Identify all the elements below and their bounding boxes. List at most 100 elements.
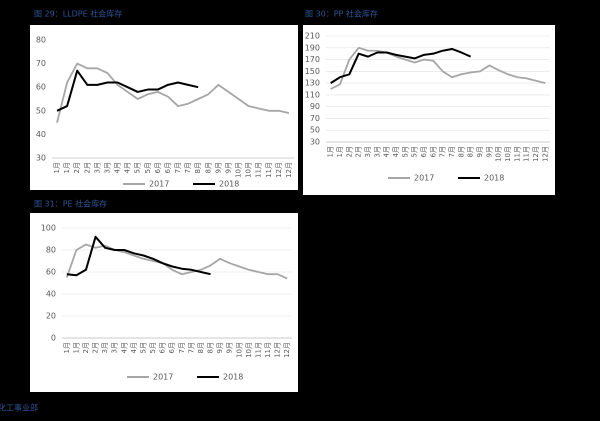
y-tick-label: 190: [305, 43, 320, 52]
x-tick-label: 9月: [214, 162, 222, 173]
y-tick-label: 60: [46, 268, 56, 277]
legend-label: 2018: [223, 373, 243, 382]
chart-title: 图 31：PE 社会库存: [34, 199, 107, 209]
x-tick-label: 1月: [63, 162, 71, 173]
x-tick-label: 1月: [53, 162, 61, 173]
x-tick-label: 10月: [245, 342, 253, 358]
x-tick-label: 1月: [63, 342, 71, 353]
x-tick-label: 9月: [224, 162, 232, 173]
footer: 数据来源：银河期货能源化工事业部: [0, 403, 38, 413]
x-tick-label: 7月: [187, 342, 195, 353]
x-tick-label: 9月: [476, 146, 484, 157]
x-tick-label: 12月: [274, 342, 282, 358]
x-tick-label: 6月: [154, 162, 162, 173]
chart-title: 图 30：PP 社会库存: [305, 9, 378, 19]
x-tick-label: 3月: [364, 146, 372, 157]
y-tick-label: 40: [36, 130, 46, 139]
x-tick-label: 9月: [485, 146, 493, 157]
series-line: [66, 235, 211, 277]
series-line: [56, 69, 199, 112]
x-tick-label: 2月: [83, 162, 91, 173]
y-tick-label: 40: [46, 290, 56, 299]
x-tick-label: 9月: [226, 342, 234, 353]
y-tick-label: 0: [51, 334, 56, 343]
x-tick-label: 12月: [275, 162, 283, 178]
y-tick-label: 170: [305, 55, 320, 64]
x-tick-label: 12月: [532, 146, 540, 162]
x-tick-label: 4月: [120, 342, 128, 353]
x-tick-label: 2月: [92, 342, 100, 353]
legend-label: 2017: [153, 373, 173, 382]
y-tick-label: 20: [46, 312, 56, 321]
y-tick-label: 70: [310, 114, 320, 123]
x-tick-label: 3月: [103, 162, 111, 173]
x-tick-label: 7月: [439, 146, 447, 157]
x-tick-label: 7月: [448, 146, 456, 157]
x-tick-label: 6月: [168, 342, 176, 353]
x-tick-label: 3月: [111, 342, 119, 353]
y-tick-label: 80: [36, 36, 46, 45]
x-tick-label: 2月: [73, 162, 81, 173]
x-tick-label: 11月: [264, 342, 272, 358]
y-tick-label: 60: [36, 83, 46, 92]
x-tick-label: 3月: [101, 342, 109, 353]
x-tick-label: 5月: [139, 342, 147, 353]
y-tick-label: 50: [36, 106, 46, 115]
x-tick-label: 4月: [124, 162, 132, 173]
x-tick-label: 8月: [457, 146, 465, 157]
y-tick-label: 80: [46, 246, 56, 255]
x-tick-label: 10月: [245, 162, 253, 178]
legend-label: 2018: [219, 180, 239, 189]
x-tick-label: 8月: [467, 146, 475, 157]
y-tick-label: 30: [36, 154, 46, 163]
x-tick-label: 1月: [336, 146, 344, 157]
x-tick-label: 12月: [285, 162, 293, 178]
x-tick-label: 6月: [164, 162, 172, 173]
x-tick-label: 12月: [283, 342, 291, 358]
legend-label: 2017: [149, 180, 169, 189]
y-tick-label: 70: [36, 59, 46, 68]
x-tick-label: 1月: [327, 146, 335, 157]
y-tick-label: 130: [305, 79, 320, 88]
x-tick-label: 5月: [401, 146, 409, 157]
x-tick-label: 7月: [174, 162, 182, 173]
x-tick-label: 7月: [178, 342, 186, 353]
legend-label: 2018: [484, 174, 504, 183]
x-tick-label: 10月: [495, 146, 503, 162]
x-tick-label: 10月: [504, 146, 512, 162]
x-tick-label: 4月: [383, 146, 391, 157]
x-tick-label: 2月: [355, 146, 363, 157]
x-tick-label: 8月: [204, 162, 212, 173]
x-tick-label: 2月: [82, 342, 90, 353]
series-line: [330, 47, 472, 84]
y-tick-label: 100: [41, 224, 56, 233]
y-tick-label: 150: [305, 67, 320, 76]
y-tick-label: 90: [310, 102, 320, 111]
x-tick-label: 4月: [114, 162, 122, 173]
x-tick-label: 11月: [523, 146, 531, 162]
x-tick-label: 11月: [513, 146, 521, 162]
x-tick-label: 5月: [411, 146, 419, 157]
y-tick-label: 210: [305, 32, 320, 41]
x-tick-label: 11月: [255, 162, 263, 178]
x-tick-label: 10月: [235, 162, 243, 178]
legend-label: 2017: [414, 174, 434, 183]
x-tick-label: 8月: [194, 162, 202, 173]
x-tick-label: 7月: [184, 162, 192, 173]
series-line: [56, 62, 290, 123]
x-tick-label: 8月: [197, 342, 205, 353]
x-tick-label: 9月: [216, 342, 224, 353]
x-tick-label: 8月: [207, 342, 215, 353]
x-tick-label: 12月: [541, 146, 549, 162]
x-tick-label: 10月: [235, 342, 243, 358]
chart-panel: [303, 25, 555, 195]
x-tick-label: 3月: [93, 162, 101, 173]
y-tick-label: 110: [305, 90, 320, 99]
x-tick-label: 6月: [420, 146, 428, 157]
series-line: [330, 46, 546, 90]
chart-panel: [30, 213, 298, 392]
x-tick-label: 4月: [130, 342, 138, 353]
x-tick-label: 5月: [134, 162, 142, 173]
x-tick-label: 3月: [373, 146, 381, 157]
